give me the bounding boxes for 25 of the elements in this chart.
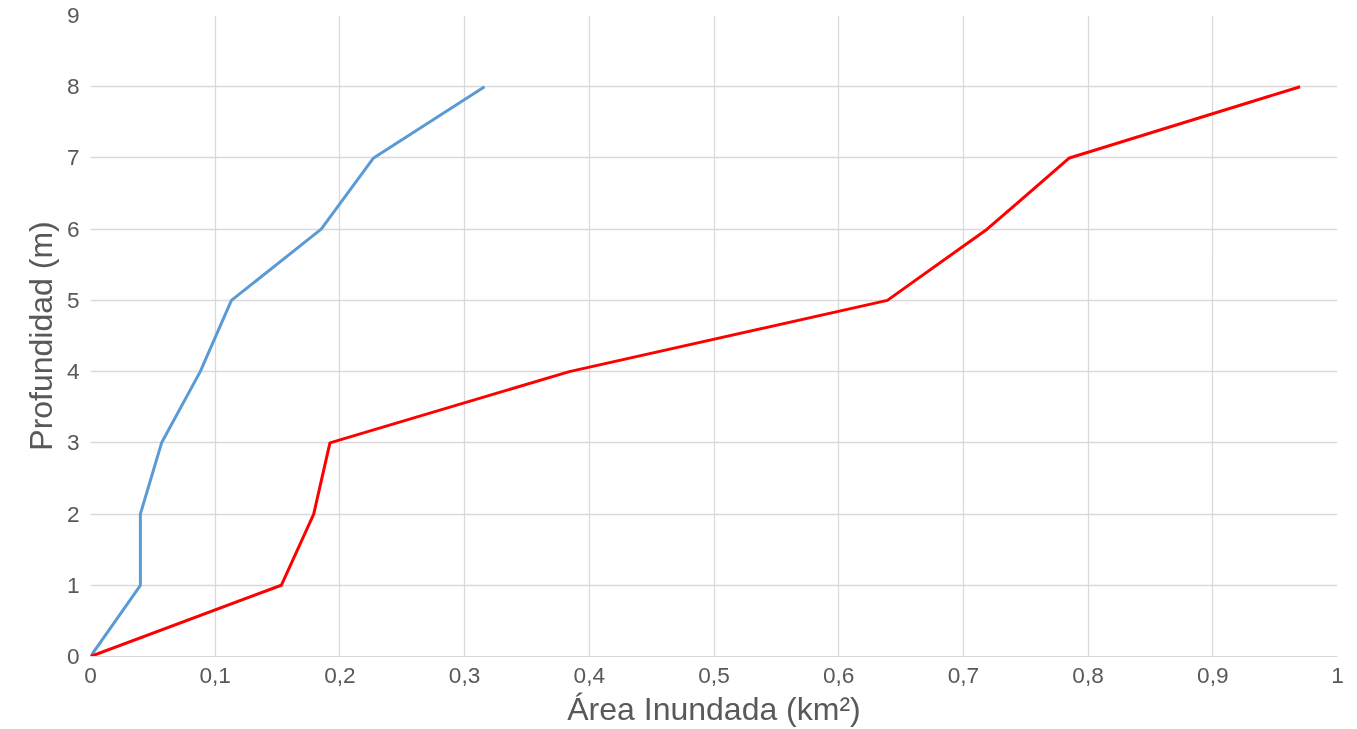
x-tick-label: 0,7 [947,661,980,688]
y-tick-label: 2 [66,500,80,527]
y-tick-label: 9 [66,2,80,28]
y-tick-label: 1 [66,571,80,598]
y-tick-label: 7 [66,144,80,171]
x-tick-label: 0,3 [448,661,481,688]
x-axis-title: Área Inundada (km²) [567,690,861,727]
x-tick-label: 0,4 [573,661,606,688]
x-tick-label: 0,9 [1197,661,1229,688]
line-series [90,85,1302,657]
x-tick-label: 1 [1331,661,1344,688]
x-tick-label: 0,1 [199,661,231,688]
y-tick-label: 0 [66,643,80,669]
x-tick-label: 0,6 [822,661,855,688]
y-axis-title: Profundidad (m) [22,221,59,451]
y-tick-label: 6 [66,215,80,242]
x-tick-label: 0,5 [698,661,730,688]
y-tick-label: 5 [66,286,80,313]
line-series [90,85,487,657]
x-tick-label: 0,2 [324,661,356,688]
x-tick-label: 0,8 [1072,661,1104,688]
y-tick-label: 4 [66,358,80,385]
y-tick-label: 8 [66,73,80,100]
x-tick-label: 0 [84,661,97,688]
y-tick-label: 3 [66,429,80,456]
